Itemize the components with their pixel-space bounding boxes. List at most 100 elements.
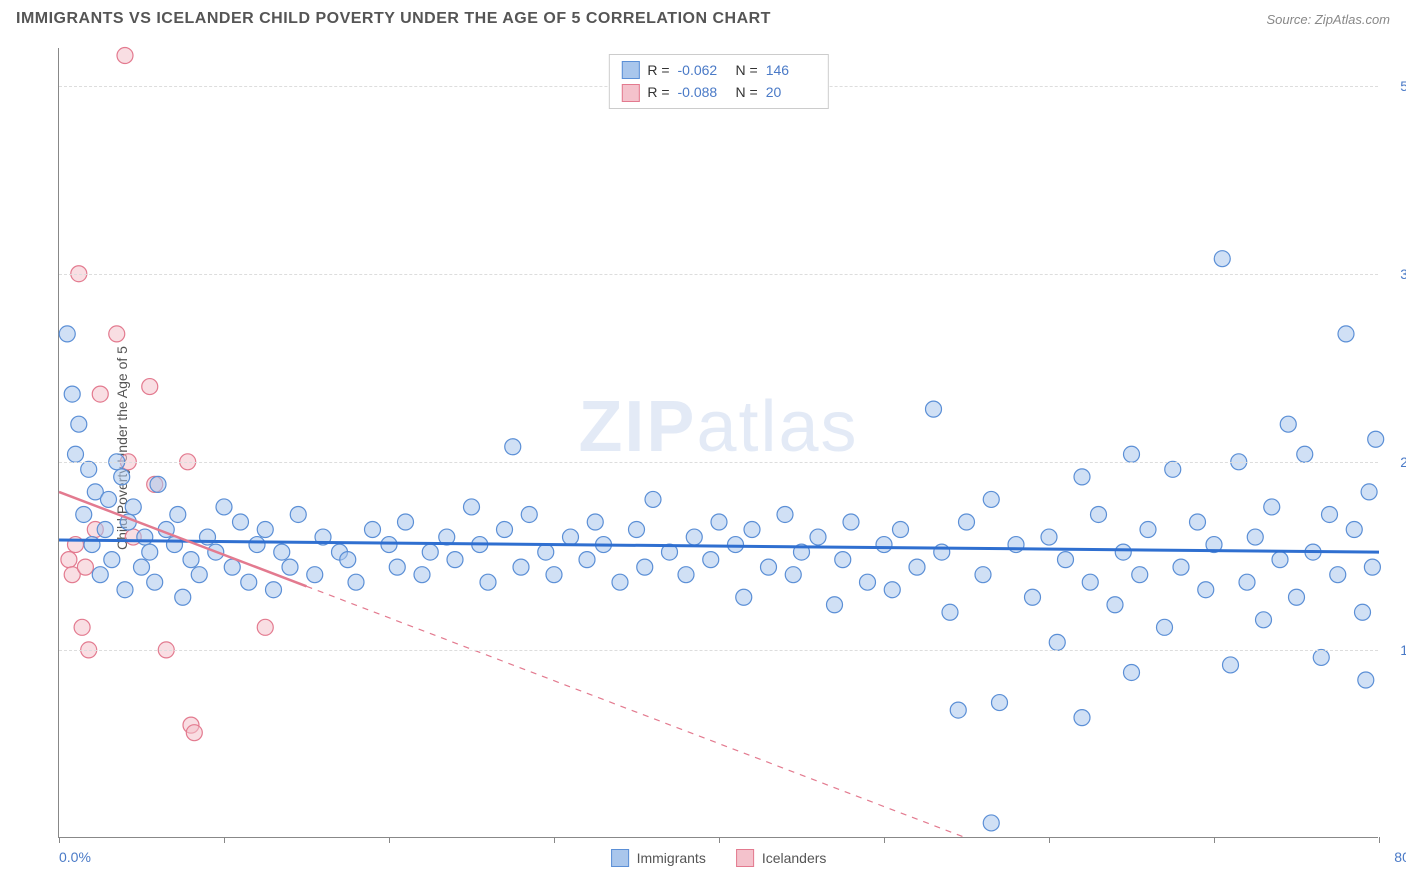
data-point (422, 544, 438, 560)
n-value-immigrants: 146 (766, 59, 816, 81)
data-point (191, 567, 207, 583)
data-point (274, 544, 290, 560)
series-legend: Immigrants Icelanders (611, 849, 827, 867)
data-point (587, 514, 603, 530)
data-point (909, 559, 925, 575)
data-point (1074, 469, 1090, 485)
data-point (147, 574, 163, 590)
data-point (1157, 619, 1173, 635)
stats-row-immigrants: R = -0.062 N = 146 (621, 59, 815, 81)
source-attribution: Source: ZipAtlas.com (1266, 12, 1390, 27)
data-point (1361, 484, 1377, 500)
data-point (1165, 461, 1181, 477)
data-point (81, 461, 97, 477)
data-point (1264, 499, 1280, 515)
data-point (464, 499, 480, 515)
data-point (1173, 559, 1189, 575)
data-point (810, 529, 826, 545)
data-point (513, 559, 529, 575)
data-point (629, 522, 645, 538)
data-point (1115, 544, 1131, 560)
data-point (104, 552, 120, 568)
data-point (505, 439, 521, 455)
data-point (1272, 552, 1288, 568)
data-point (290, 506, 306, 522)
data-point (1256, 612, 1272, 628)
stats-row-icelanders: R = -0.088 N = 20 (621, 81, 815, 103)
data-point (1049, 634, 1065, 650)
data-point (307, 567, 323, 583)
chart-container: Child Poverty Under the Age of 5 ZIPatla… (40, 48, 1390, 848)
data-point (686, 529, 702, 545)
data-point (1190, 514, 1206, 530)
data-point (1091, 506, 1107, 522)
data-point (340, 552, 356, 568)
data-point (125, 499, 141, 515)
legend-item-icelanders: Icelanders (736, 849, 827, 867)
n-label: N = (736, 59, 758, 81)
data-point (175, 589, 191, 605)
y-tick-label: 50.0% (1385, 78, 1406, 94)
data-point (579, 552, 595, 568)
data-point (843, 514, 859, 530)
data-point (1330, 567, 1346, 583)
data-point (216, 499, 232, 515)
n-value-icelanders: 20 (766, 81, 816, 103)
swatch-icelanders (621, 84, 639, 102)
data-point (1124, 446, 1140, 462)
data-point (101, 491, 117, 507)
data-point (835, 552, 851, 568)
legend-item-immigrants: Immigrants (611, 849, 706, 867)
data-point (76, 506, 92, 522)
data-point (950, 702, 966, 718)
data-point (59, 326, 75, 342)
data-point (1025, 589, 1041, 605)
data-point (959, 514, 975, 530)
n-label: N = (736, 81, 758, 103)
x-axis-min-label: 0.0% (59, 849, 91, 865)
data-point (1322, 506, 1338, 522)
data-point (137, 529, 153, 545)
data-point (389, 559, 405, 575)
data-point (266, 582, 282, 598)
data-point (645, 491, 661, 507)
data-point (497, 522, 513, 538)
data-point (142, 544, 158, 560)
data-point (71, 416, 87, 432)
data-point (1355, 604, 1371, 620)
data-point (68, 446, 84, 462)
data-point (186, 725, 202, 741)
data-point (1289, 589, 1305, 605)
data-point (142, 379, 158, 395)
data-point (61, 552, 77, 568)
r-label: R = (647, 81, 669, 103)
data-point (241, 574, 257, 590)
data-point (398, 514, 414, 530)
y-tick-label: 37.5% (1385, 266, 1406, 282)
data-point (637, 559, 653, 575)
chart-title: IMMIGRANTS VS ICELANDER CHILD POVERTY UN… (16, 10, 771, 28)
data-point (1297, 446, 1313, 462)
legend-label-icelanders: Icelanders (762, 850, 827, 866)
data-point (109, 326, 125, 342)
data-point (114, 469, 130, 485)
r-label: R = (647, 59, 669, 81)
data-point (1214, 251, 1230, 267)
data-point (117, 582, 133, 598)
data-point (612, 574, 628, 590)
y-tick-label: 25.0% (1385, 454, 1406, 470)
data-point (1198, 582, 1214, 598)
data-point (893, 522, 909, 538)
data-point (282, 559, 298, 575)
data-point (777, 506, 793, 522)
data-point (876, 537, 892, 553)
data-point (1132, 567, 1148, 583)
data-point (414, 567, 430, 583)
data-point (983, 815, 999, 831)
swatch-immigrants (611, 849, 629, 867)
data-point (860, 574, 876, 590)
data-point (1124, 664, 1140, 680)
data-point (736, 589, 752, 605)
data-point (926, 401, 942, 417)
data-point (183, 552, 199, 568)
